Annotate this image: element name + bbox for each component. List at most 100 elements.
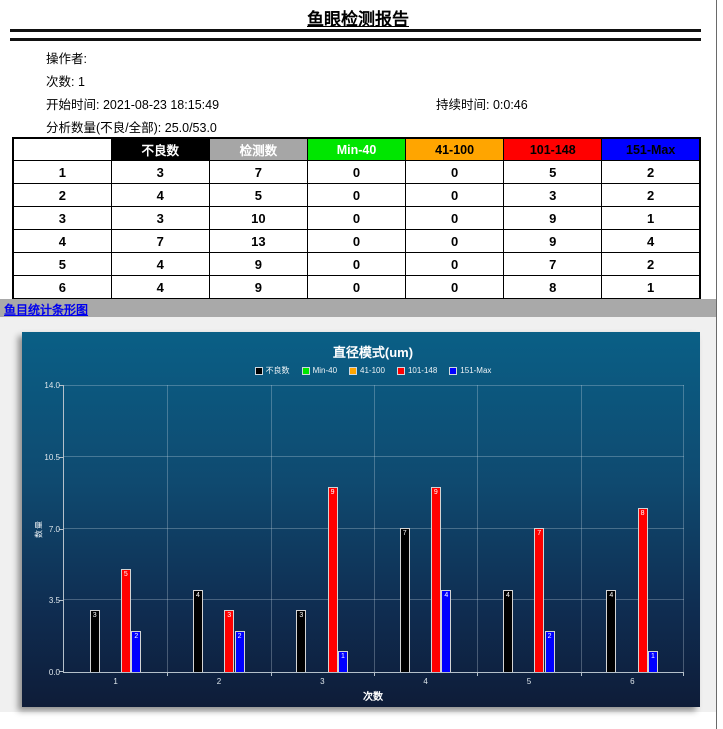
- bar-value-label: 3: [92, 612, 97, 619]
- table-cell: 3: [110, 160, 210, 184]
- bar: 2: [234, 631, 245, 672]
- results-table-body: 1 3 7 0 0 5 2 2 4 5 0 0 3 2 3 3 10 0 0 9 1 4 7 13 0 0 9 4 5 4 9 0 0 7 2 6 4 9…: [12, 160, 701, 300]
- bar: 5: [120, 569, 131, 672]
- results-table-head: 不良数 检测数 Min-40 41-100 101-148 151-Max: [12, 137, 701, 161]
- table-cell: 4: [601, 229, 701, 253]
- table-cell: 2: [601, 183, 701, 207]
- y-axis-tick: [59, 385, 64, 386]
- bar-value-label: 9: [433, 489, 438, 496]
- header-cell: [12, 137, 112, 161]
- y-tick-label: 10.5: [44, 452, 60, 462]
- legend-label: 101-148: [407, 366, 438, 375]
- bar: 3: [89, 610, 100, 672]
- header-row: 不良数 检测数 Min-40 41-100 101-148 151-Max: [12, 137, 701, 161]
- bar: 7: [399, 528, 410, 672]
- legend-item: 不良数: [254, 365, 290, 376]
- bar: 4: [503, 590, 513, 672]
- legend-label: Min-40: [312, 366, 338, 375]
- table-cell: 4: [12, 229, 112, 253]
- table-cell: 3: [110, 206, 210, 230]
- bar-value-label: 1: [650, 653, 655, 660]
- bar-value-label: 2: [237, 633, 242, 640]
- table-cell: 5: [503, 160, 603, 184]
- legend-item: 151-Max: [449, 366, 491, 375]
- chart-plot-area: 数量 0.0 3.5 7.0 10.5 14.0 1 2 3 4 5 6 3 4 3 7 4 4 5 3 9 9 7 8 2 2…: [35, 381, 684, 686]
- bar-value-label: 3: [299, 612, 304, 619]
- table-cell: 4: [110, 183, 210, 207]
- section-bar: 鱼目统计条形图: [0, 299, 716, 317]
- table-cell: 2: [601, 252, 701, 276]
- bar: 4: [441, 590, 452, 672]
- grid-line-vertical: [580, 385, 582, 672]
- x-axis-tick: [683, 672, 684, 676]
- y-axis-tick: [59, 456, 64, 458]
- chart-section-link[interactable]: 鱼目统计条形图: [4, 303, 89, 317]
- header-cell: 检测数: [208, 137, 308, 161]
- x-tick-label: 1: [113, 677, 118, 686]
- bar-value-label: 3: [227, 612, 232, 619]
- bar: 4: [193, 590, 203, 672]
- bar-value-label: 7: [537, 530, 542, 537]
- table-cell: 13: [208, 229, 308, 253]
- header-cell: 不良数: [110, 137, 210, 161]
- y-tick-label: 0.0: [48, 668, 60, 677]
- chart-panel: 直径模式(um) 不良数 Min-40 41-100 101-148 151-Max 数…: [22, 332, 700, 707]
- table-cell: 0: [405, 275, 505, 300]
- table-cell: 8: [503, 275, 603, 300]
- bar-value-label: 2: [547, 633, 552, 640]
- legend-swatch: [396, 366, 405, 375]
- table-cell: 6: [12, 275, 112, 300]
- bar: 1: [647, 651, 658, 672]
- y-tick-label: 3.5: [48, 596, 60, 606]
- y-axis-tick: [59, 671, 64, 672]
- table-cell: 0: [306, 252, 407, 276]
- table-cell: 1: [601, 206, 701, 230]
- table-row: 4 7 13 0 0 9 4: [12, 229, 701, 253]
- bar: 9: [327, 487, 338, 672]
- bar-value-label: 1: [340, 653, 345, 660]
- grid-line-vertical: [167, 385, 169, 672]
- bar-value-label: 4: [444, 592, 449, 599]
- legend-label: 41-100: [360, 366, 385, 375]
- table-cell: 3: [503, 183, 603, 207]
- x-axis-title: 次数: [363, 692, 383, 703]
- table-cell: 0: [405, 229, 505, 253]
- table-cell: 0: [405, 183, 505, 207]
- bar: 2: [131, 631, 142, 672]
- table-cell: 7: [110, 229, 210, 253]
- table-cell: 9: [208, 252, 308, 276]
- duration-text: 持续时间: 0:0:46: [436, 98, 528, 112]
- table-cell: 7: [503, 252, 603, 276]
- table-cell: 4: [110, 252, 210, 276]
- grid-line-vertical: [374, 385, 375, 672]
- table-cell: 1: [601, 275, 701, 300]
- table-cell: 9: [208, 275, 308, 300]
- chart-legend: 不良数 Min-40 41-100 101-148 151-Max: [63, 365, 683, 376]
- table-cell: 5: [208, 183, 308, 207]
- bar: 8: [637, 508, 648, 672]
- grid-line-vertical: [270, 385, 272, 672]
- legend-item: 101-148: [396, 366, 438, 375]
- legend-label: 151-Max: [460, 366, 492, 375]
- bar: 2: [544, 631, 555, 672]
- y-tick-label: 7.0: [48, 524, 60, 534]
- legend-swatch: [301, 366, 310, 375]
- time-line: 开始时间: 2021-08-23 18:15:49 持续时间: 0:0:46: [46, 94, 706, 113]
- table-cell: 2: [601, 160, 701, 184]
- table-cell: 0: [306, 206, 407, 230]
- operator-line: 操作者:: [46, 52, 87, 66]
- table-row: 3 3 10 0 0 9 1: [12, 206, 701, 230]
- grid-line-horizontal: [64, 527, 684, 529]
- table-cell: 1: [12, 160, 112, 184]
- x-tick-label: 6: [630, 677, 635, 686]
- legend-item: Min-40: [301, 366, 338, 375]
- bar-value-label: 8: [640, 510, 645, 517]
- x-axis-tick: [270, 672, 272, 676]
- grid-line-horizontal: [64, 599, 684, 601]
- chart-title: 直径模式(um): [332, 345, 414, 360]
